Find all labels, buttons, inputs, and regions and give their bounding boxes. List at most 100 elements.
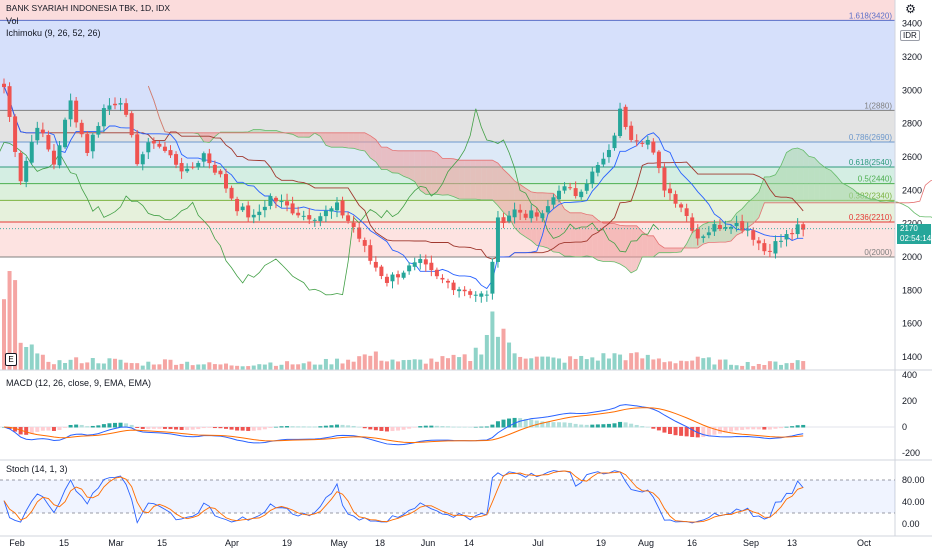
macd-histogram-bar [673,427,678,436]
candle [795,224,800,235]
volume-bar [185,361,190,370]
candle [185,168,190,172]
kumo-segment [775,165,781,203]
kumo-segment [764,176,770,203]
volume-bar [307,361,312,370]
volume-bar [301,363,306,370]
time-axis-tick: Oct [857,538,872,548]
volume-bar [801,361,806,370]
macd-histogram-bar [174,427,179,430]
candle [113,103,117,106]
candle [329,208,334,212]
candle [507,215,512,222]
volume-label[interactable]: Vol [6,16,19,26]
volume-bar [490,311,495,370]
macd-histogram-bar [668,427,672,434]
volume-bar [29,344,34,370]
candle [273,197,278,202]
macd-histogram-bar [90,425,95,428]
volume-bar [373,351,378,370]
volume-bar [201,364,206,370]
volume-bar [740,365,745,370]
volume-bar [473,347,478,370]
kumo-segment [270,130,276,133]
volume-bar [240,366,245,370]
volume-bar [212,364,217,370]
volume-bar [390,359,395,370]
candle [29,141,34,163]
volume-bar [756,363,761,370]
price-axis-tick: 3200 [902,52,922,62]
candle [790,233,795,235]
candle [312,219,317,221]
candle [451,282,456,291]
macd-histogram-bar [568,422,573,428]
kumo-segment [597,220,604,262]
kumo-segment [370,135,376,162]
fib-retracement: 1.618(3420) 1(2880) 0.786(2690) 0.618(2540)… [0,0,895,258]
candle [7,86,12,117]
kumo-segment [725,220,732,243]
macd-histogram-bar [323,425,328,428]
candle [201,153,206,162]
kumo-segment [686,232,693,249]
kumo-segment [658,244,665,253]
kumo-segment [359,132,365,152]
macd-histogram-bar [368,427,373,430]
volume-bar [651,359,656,370]
macd-histogram-bar [357,426,362,428]
earnings-badge[interactable]: E [5,353,17,366]
volume-bar [190,365,195,370]
kumo-segment [747,197,754,228]
candle [240,206,245,211]
macd-histogram-bar [790,426,795,428]
stoch-label[interactable]: Stoch (14, 1, 3) [6,464,68,474]
kumo-segment [431,150,437,195]
candle [590,171,595,184]
fib-band [0,110,895,142]
volume-bar [290,364,295,370]
candle [229,187,234,199]
candle [540,213,545,219]
candle [323,210,328,217]
kumo-segment [342,132,349,149]
candle [101,108,106,127]
kumo-segment [542,192,548,249]
kumo-segment [753,191,759,224]
volume-bar [229,365,234,370]
candle [301,215,306,217]
macd-histogram-bar [712,427,717,435]
ichimoku-label[interactable]: Ichimoku (9, 26, 52, 26) [6,28,101,38]
volume-bar [645,354,650,370]
candle [756,240,761,244]
macd-histogram-bar [595,424,600,428]
time-axis-tick: Sep [743,538,759,548]
candle [157,143,162,147]
candle [462,289,467,292]
candle [357,227,362,239]
kumo-segment [348,132,354,149]
volume-bar [434,361,439,370]
macd-histogram-bar [468,426,473,428]
candle [13,116,18,152]
volume-bar [2,299,6,370]
macd-histogram-bar [257,427,262,431]
macd-label[interactable]: MACD (12, 26, close, 9, EMA, EMA) [6,378,152,388]
volume-bar [734,365,739,370]
candle [179,163,184,172]
kumo-segment [564,209,571,257]
stoch-k-line [3,470,804,524]
kumo-segment [470,160,476,200]
kumo-segment [209,132,215,143]
volume-bar [168,359,173,370]
candle [285,201,290,206]
volume-bar [157,364,162,370]
volume-bar [118,359,123,370]
settings-icon[interactable]: ⚙ [905,2,916,16]
fib-level-label: 0.5(2440) [858,175,893,184]
candle [501,217,506,224]
macd-histogram-bar [795,425,800,428]
volume-bar [701,358,706,370]
volume-bar [784,363,789,370]
